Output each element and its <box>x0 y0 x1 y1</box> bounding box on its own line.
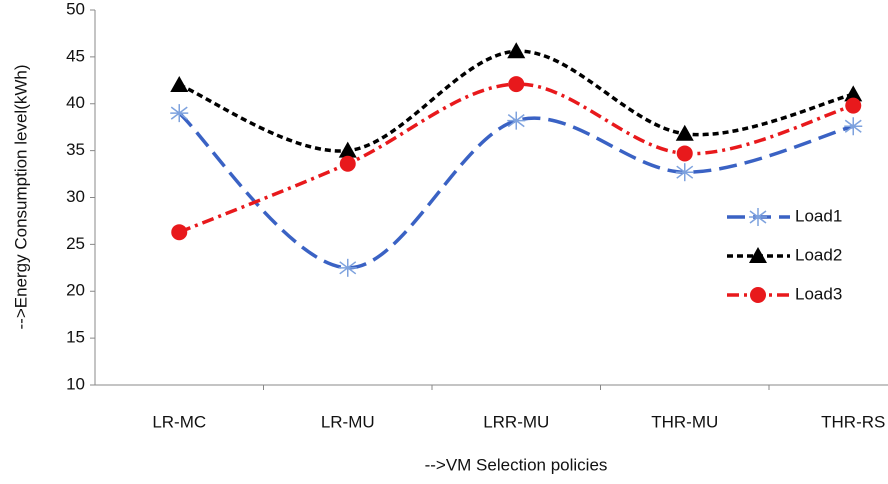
marker <box>507 42 526 59</box>
x-tick-label: THR-MU <box>651 412 718 431</box>
y-tick-label: 20 <box>66 281 85 300</box>
legend-label: Load3 <box>795 284 842 303</box>
marker <box>750 287 766 303</box>
marker <box>844 85 863 102</box>
legend-label: Load1 <box>795 206 842 225</box>
y-tick-label: 30 <box>66 187 85 206</box>
y-tick-label: 25 <box>66 234 85 253</box>
marker <box>749 247 767 263</box>
y-tick-label: 50 <box>66 0 85 18</box>
marker <box>675 124 694 141</box>
series-line <box>178 82 854 234</box>
x-tick-label: LR-MU <box>321 412 375 431</box>
marker <box>338 258 357 277</box>
marker <box>170 104 189 123</box>
marker <box>171 224 188 241</box>
y-tick-label: 40 <box>66 93 85 112</box>
y-axis-label: -->Energy Consumption level(kWh) <box>11 64 30 329</box>
y-tick-label: 35 <box>66 140 85 159</box>
series-line <box>178 111 854 270</box>
y-tick-label: 10 <box>66 374 85 393</box>
legend-label: Load2 <box>795 245 842 264</box>
marker <box>676 145 693 162</box>
series-line <box>178 49 854 153</box>
x-tick-label: LR-MC <box>152 412 206 431</box>
marker <box>675 163 694 182</box>
marker <box>845 97 862 114</box>
x-tick-label: THR-RS <box>821 412 885 431</box>
marker <box>170 76 189 92</box>
y-tick-label: 15 <box>66 328 85 347</box>
x-tick-label: LRR-MU <box>483 412 549 431</box>
marker <box>508 76 525 93</box>
marker <box>844 117 863 136</box>
y-tick-label: 45 <box>66 46 85 65</box>
marker <box>339 155 356 172</box>
x-axis-label: -->VM Selection policies <box>425 455 608 474</box>
marker <box>749 208 767 226</box>
marker <box>507 111 526 130</box>
marker <box>338 141 357 158</box>
